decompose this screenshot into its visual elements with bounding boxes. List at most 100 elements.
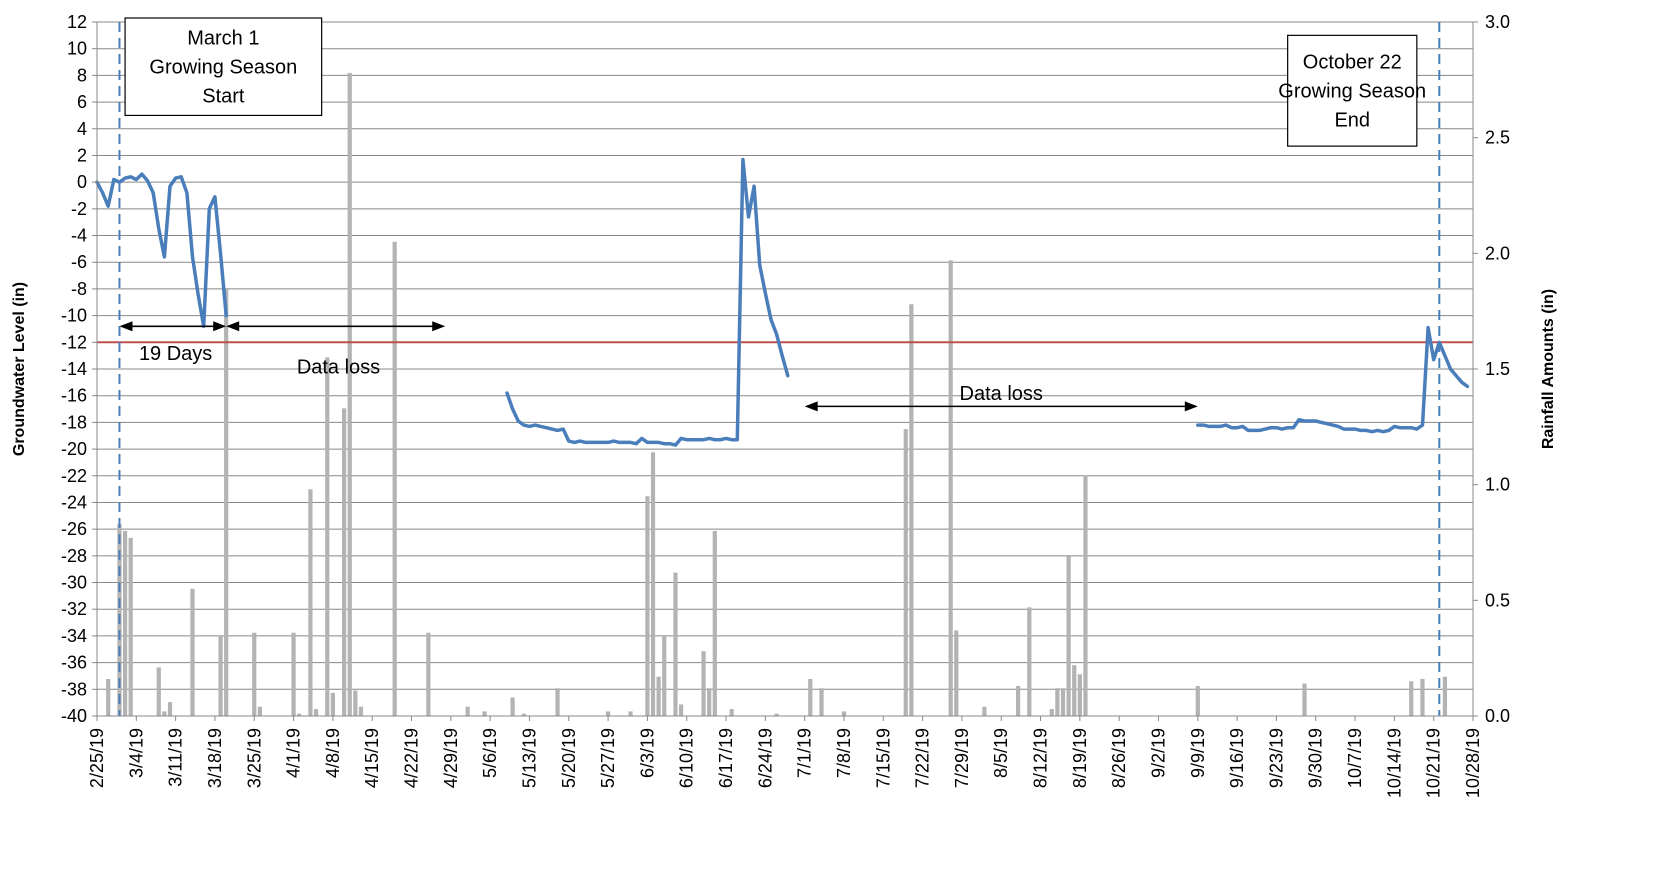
rainfall-bar [224, 288, 229, 716]
rainfall-bar [948, 260, 953, 716]
rainfall-bars [106, 72, 1448, 717]
rainfall-bar [1302, 683, 1307, 716]
y-tick-label: -34 [61, 626, 87, 646]
rainfall-bar [1420, 678, 1425, 716]
y-tick-label: -20 [61, 439, 87, 459]
rainfall-bar [482, 711, 487, 716]
rainfall-bar [510, 697, 515, 716]
arrow-head-left [804, 401, 818, 412]
x-tick-label: 9/9/19 [1188, 728, 1208, 778]
rainfall-bar [162, 711, 167, 716]
rainfall-bar [347, 72, 352, 717]
rainfall-bar [707, 688, 712, 716]
start-box-line-2: Growing Season [149, 57, 297, 79]
y-tick-label: 6 [77, 92, 87, 112]
groundwater-lines [95, 157, 1470, 447]
rainfall-bar [1442, 676, 1448, 716]
x-tick-label: 3/25/19 [244, 728, 264, 788]
y-tick-label: 0 [77, 172, 87, 192]
rainfall-bar [252, 632, 257, 716]
arrow-label-data-loss-2: Data loss [960, 383, 1043, 405]
rainfall-bar [819, 688, 824, 716]
x-tick-label: 10/28/19 [1463, 728, 1483, 798]
y-tick-label: -26 [61, 519, 87, 539]
y-tick-label: -30 [61, 573, 87, 593]
y-tick-label: 10 [67, 39, 87, 59]
rainfall-bar [122, 530, 128, 716]
x-tick-label: 3/18/19 [205, 728, 225, 788]
x-tick-label: 6/3/19 [637, 728, 657, 778]
rainfall-bar [392, 241, 397, 716]
rainfall-bar [308, 489, 313, 716]
x-tick-label: 10/21/19 [1424, 728, 1444, 798]
y-tick-label: -2 [71, 199, 87, 219]
rainfall-bar [521, 713, 526, 716]
annotation-arrows [119, 321, 1198, 412]
rainfall-bar [1015, 685, 1021, 716]
rainfall-bar [712, 530, 717, 716]
y-tick-label: -18 [61, 412, 87, 432]
x-tick-label: 6/17/19 [716, 728, 736, 788]
rainfall-bar [1072, 665, 1077, 716]
y-axis-title: Groundwater Level (in) [11, 282, 28, 456]
rainfall-bar [353, 690, 358, 716]
rainfall-bar [656, 676, 661, 716]
x-tick-label: 9/2/19 [1148, 728, 1168, 778]
x-tick-label: 4/22/19 [402, 728, 422, 788]
rainfall-bar [605, 711, 611, 716]
arrow-head-left [226, 321, 240, 332]
rainfall-bar [729, 709, 734, 716]
arrow-label-data-loss-1: Data loss [297, 356, 380, 378]
y-tick-label: 8 [77, 65, 87, 85]
y2-tick-label: 3.0 [1485, 12, 1510, 32]
rainfall-bar [190, 588, 195, 716]
y-tick-label: 12 [67, 12, 87, 32]
rainfall-bar [1066, 556, 1071, 716]
y-tick-label: -38 [61, 679, 87, 699]
y-axis-ticks: 12 10 8 6 4 2 0 -2 -4 -6 -8 -10 -12 -14 -16 -18 -20 -22 -2… [61, 12, 97, 726]
rainfall-bar [678, 704, 684, 716]
season-markers [118, 22, 1441, 716]
x-tick-label: 6/10/19 [677, 728, 697, 788]
x-axis-ticks: 2/25/19 3/4/19 3/11/19 3/18/19 3/25/19 4/1/19… [87, 716, 1483, 798]
x-tick-label: 4/8/19 [323, 728, 343, 778]
rainfall-bar [662, 635, 667, 716]
x-tick-label: 5/27/19 [598, 728, 618, 788]
rainfall-bar [465, 706, 470, 716]
x-tick-label: 8/26/19 [1109, 728, 1129, 788]
rainfall-bar [1409, 681, 1414, 716]
rainfall-bar [982, 706, 987, 716]
rainfall-bar [330, 692, 335, 716]
x-tick-label: 4/15/19 [362, 728, 382, 788]
y2-tick-label: 0.0 [1485, 706, 1510, 726]
x-tick-label: 7/1/19 [795, 728, 815, 778]
groundwater-line [95, 172, 228, 329]
x-tick-label: 5/6/19 [480, 728, 500, 778]
y2-tick-label: 1.0 [1485, 475, 1510, 495]
x-tick-label: 8/12/19 [1031, 728, 1051, 788]
rainfall-bar [1027, 607, 1032, 716]
rainfall-bar [257, 706, 262, 716]
y2-axis-ticks: 3.0 2.5 2.0 1.5 1.0 0.5 0.0 [1473, 12, 1510, 726]
y2-tick-label: 0.5 [1485, 590, 1510, 610]
y-tick-label: -24 [61, 492, 87, 512]
arrow-head-right [213, 321, 227, 332]
rainfall-bar [128, 537, 133, 716]
rainfall-bar [1195, 685, 1200, 716]
arrow-head-left [119, 321, 133, 332]
rainfall-bar [313, 709, 319, 716]
y2-axis-title: Rainfall Amounts (in) [1540, 289, 1557, 449]
arrow-head-right [1184, 401, 1198, 412]
y-tick-label: -40 [61, 706, 87, 726]
x-tick-label: 4/1/19 [284, 728, 304, 778]
x-tick-label: 6/24/19 [755, 728, 775, 788]
rainfall-bar [1060, 688, 1066, 716]
groundwater-line [505, 157, 790, 447]
rainfall-bar [774, 713, 779, 716]
rainfall-bar [954, 630, 959, 716]
rainfall-bar [167, 702, 173, 716]
x-tick-label: 5/13/19 [519, 728, 539, 788]
start-box-line-1: March 1 [187, 28, 259, 50]
rainfall-bar [106, 678, 111, 716]
